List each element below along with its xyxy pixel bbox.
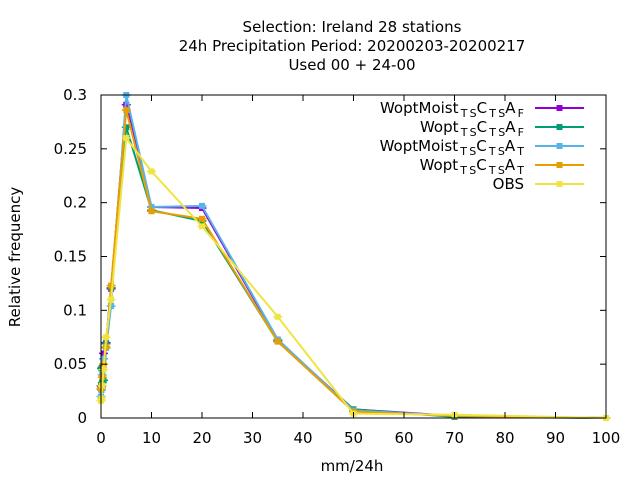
y-tick-label: 0.05 <box>54 355 87 373</box>
series-line <box>100 104 607 419</box>
x-tick-label: 0 <box>96 429 106 447</box>
series-woptmoist-ts-c-ts-a-f <box>96 101 611 421</box>
plot-frame <box>100 94 607 419</box>
x-tick-label: 60 <box>394 429 413 447</box>
y-tick-label: 0 <box>77 409 87 427</box>
series-wopt-ts-c-ts-a-t <box>96 107 611 421</box>
x-axis-label: mm/24h <box>321 457 384 475</box>
series-line <box>100 135 607 419</box>
x-tick-label: 100 <box>592 429 621 447</box>
y-axis-label: Relative frequency <box>6 187 24 328</box>
series-woptmoist-ts-c-ts-a-t <box>96 92 611 421</box>
series-line <box>100 94 607 419</box>
x-tick-label: 90 <box>546 429 565 447</box>
legend-label: OBS <box>493 175 524 193</box>
title-line: 24h Precipitation Period: 20200203-20200… <box>179 37 526 55</box>
series-obs <box>96 135 611 421</box>
legend-label: Wopt T SC T SA F <box>420 118 524 139</box>
y-axis-ticks: 0 0.05 0.1 0.15 0.2 0.25 0.3 <box>54 86 606 427</box>
x-tick-label: 20 <box>192 429 211 447</box>
x-tick-label: 10 <box>142 429 161 447</box>
y-tick-label: 0.2 <box>63 194 87 212</box>
x-tick-label: 80 <box>495 429 514 447</box>
series-wopt-ts-c-ts-a-f <box>96 124 611 421</box>
y-tick-label: 0.25 <box>54 140 87 158</box>
series-line <box>100 127 607 419</box>
legend-label: WoptMoist T SC T SA F <box>380 99 524 120</box>
series-line <box>100 109 607 419</box>
x-axis-ticks: 0 10 20 30 40 50 60 70 80 90 100 <box>96 95 620 447</box>
y-tick-label: 0.15 <box>54 248 87 266</box>
title-line: Selection: Ireland 28 stations <box>243 18 462 36</box>
y-tick-label: 0.3 <box>63 86 87 104</box>
x-tick-label: 50 <box>344 429 363 447</box>
title-line: Used 00 + 24-00 <box>288 56 415 74</box>
x-tick-label: 40 <box>293 429 312 447</box>
y-tick-label: 0.1 <box>63 301 87 319</box>
x-tick-label: 30 <box>243 429 262 447</box>
legend-label: WoptMoist T SC T SA T <box>380 137 525 158</box>
series-lines <box>96 92 611 421</box>
legend-label: Wopt T SC T SA T <box>420 156 525 177</box>
x-tick-label: 70 <box>445 429 464 447</box>
